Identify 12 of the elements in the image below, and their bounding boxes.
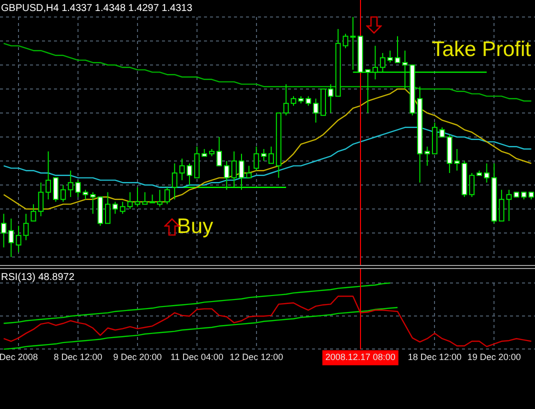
- annotation: Take Profit: [432, 38, 532, 61]
- x-tick-label: 12 Dec 12:00: [230, 352, 284, 362]
- x-tick-label: Dec 2008: [0, 352, 38, 362]
- x-tick-label: 8 Dec 12:00: [54, 352, 102, 362]
- x-tick-label: 2008.12.17 08:00: [325, 352, 396, 362]
- annotation: Buy: [176, 214, 214, 238]
- chart-title: GBPUSD,H4 1.4337 1.4348 1.4297 1.4313: [1, 2, 193, 14]
- x-tick-label: 18 Dec 12:00: [408, 352, 462, 362]
- x-tick-label: 11 Dec 04:00: [170, 352, 224, 362]
- chart-title: RSI(13) 48.8972: [1, 272, 75, 283]
- x-tick-label: 9 Dec 20:00: [113, 352, 162, 362]
- x-tick-label: 19 Dec 20:00: [467, 352, 521, 362]
